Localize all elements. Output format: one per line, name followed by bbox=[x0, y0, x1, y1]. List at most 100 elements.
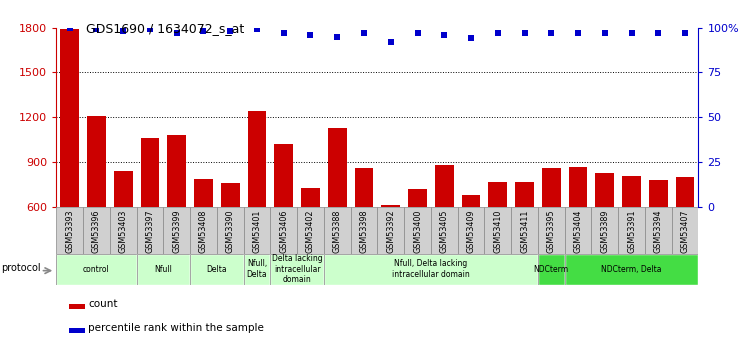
Bar bbox=[270, 207, 297, 254]
Text: GSM53404: GSM53404 bbox=[574, 209, 583, 253]
Text: GSM53397: GSM53397 bbox=[146, 209, 155, 253]
Point bbox=[599, 30, 611, 36]
Text: GSM53403: GSM53403 bbox=[119, 209, 128, 253]
Text: GSM53389: GSM53389 bbox=[600, 209, 609, 253]
Bar bbox=[243, 207, 270, 254]
Bar bbox=[382, 205, 400, 297]
Bar bbox=[565, 254, 698, 285]
Text: count: count bbox=[89, 299, 118, 309]
Bar bbox=[565, 254, 698, 285]
Bar bbox=[270, 254, 324, 285]
Text: GSM53408: GSM53408 bbox=[199, 209, 208, 253]
Text: NDCterm: NDCterm bbox=[534, 265, 569, 274]
Bar bbox=[592, 207, 618, 254]
Bar bbox=[645, 207, 671, 254]
Point bbox=[198, 28, 210, 34]
Point bbox=[439, 32, 451, 38]
Bar bbox=[110, 207, 137, 254]
Text: GSM53388: GSM53388 bbox=[333, 209, 342, 253]
Text: GSM53409: GSM53409 bbox=[466, 209, 475, 253]
Bar bbox=[569, 167, 587, 297]
Text: Delta lacking
intracellular
domain: Delta lacking intracellular domain bbox=[272, 254, 322, 284]
Text: GSM53396: GSM53396 bbox=[92, 209, 101, 253]
Text: NDCterm, Delta: NDCterm, Delta bbox=[602, 265, 662, 274]
Point bbox=[545, 30, 557, 36]
Bar bbox=[404, 207, 431, 254]
Text: GSM53399: GSM53399 bbox=[172, 209, 181, 253]
Text: Nfull: Nfull bbox=[155, 265, 172, 274]
Bar bbox=[328, 128, 347, 297]
Point bbox=[278, 30, 290, 36]
Bar bbox=[354, 168, 373, 297]
Bar bbox=[167, 135, 186, 297]
Bar bbox=[56, 207, 83, 254]
Bar bbox=[190, 254, 243, 285]
Point bbox=[653, 30, 665, 36]
Bar bbox=[377, 207, 404, 254]
Bar bbox=[538, 254, 565, 285]
Point bbox=[358, 30, 370, 36]
Point bbox=[117, 28, 129, 34]
Bar bbox=[324, 207, 351, 254]
Point bbox=[572, 30, 584, 36]
Bar bbox=[596, 172, 614, 297]
Text: GSM53411: GSM53411 bbox=[520, 209, 529, 253]
Bar bbox=[408, 189, 427, 297]
Text: GSM53395: GSM53395 bbox=[547, 209, 556, 253]
Bar bbox=[462, 195, 481, 297]
Point bbox=[144, 27, 156, 32]
Bar bbox=[140, 138, 159, 297]
Point bbox=[412, 30, 424, 36]
Bar bbox=[221, 183, 240, 297]
Bar bbox=[137, 254, 190, 285]
Point bbox=[465, 36, 477, 41]
Text: GSM53391: GSM53391 bbox=[627, 209, 636, 253]
Bar bbox=[622, 176, 641, 297]
Text: GSM53407: GSM53407 bbox=[680, 209, 689, 253]
Bar bbox=[431, 207, 457, 254]
Text: GSM53402: GSM53402 bbox=[306, 209, 315, 253]
Bar bbox=[484, 207, 511, 254]
Bar bbox=[457, 207, 484, 254]
Bar bbox=[60, 29, 79, 297]
Text: Delta: Delta bbox=[207, 265, 227, 274]
Bar bbox=[69, 328, 85, 333]
Point bbox=[518, 30, 530, 36]
Bar bbox=[190, 207, 217, 254]
Bar bbox=[542, 168, 561, 297]
Point bbox=[225, 28, 237, 34]
Point bbox=[90, 27, 102, 32]
Bar bbox=[137, 207, 163, 254]
Bar bbox=[324, 254, 538, 285]
Text: GSM53401: GSM53401 bbox=[252, 209, 261, 253]
Bar bbox=[163, 207, 190, 254]
Bar bbox=[301, 188, 320, 297]
Point bbox=[251, 27, 263, 32]
Text: GSM53390: GSM53390 bbox=[226, 209, 235, 253]
Bar bbox=[435, 165, 454, 297]
Text: GSM53394: GSM53394 bbox=[654, 209, 663, 253]
Bar bbox=[297, 207, 324, 254]
Bar bbox=[488, 181, 507, 297]
Text: GSM53405: GSM53405 bbox=[440, 209, 449, 253]
Text: control: control bbox=[83, 265, 110, 274]
Bar bbox=[87, 116, 106, 297]
Text: GDS1690 / 1634072_s_at: GDS1690 / 1634072_s_at bbox=[86, 22, 245, 36]
Point bbox=[170, 30, 182, 36]
Bar bbox=[538, 207, 565, 254]
Text: GSM53400: GSM53400 bbox=[413, 209, 422, 253]
Bar bbox=[114, 171, 133, 297]
Text: GSM53398: GSM53398 bbox=[360, 209, 369, 253]
Bar bbox=[56, 254, 137, 285]
Bar bbox=[190, 254, 243, 285]
Point bbox=[64, 25, 76, 30]
Bar bbox=[243, 254, 270, 285]
Bar bbox=[274, 144, 293, 297]
Point bbox=[331, 34, 343, 39]
Point bbox=[492, 30, 504, 36]
Text: GSM53406: GSM53406 bbox=[279, 209, 288, 253]
Point bbox=[626, 30, 638, 36]
Text: Nfull,
Delta: Nfull, Delta bbox=[246, 259, 267, 279]
Point bbox=[679, 30, 691, 36]
Text: Nfull, Delta lacking
intracellular domain: Nfull, Delta lacking intracellular domai… bbox=[392, 259, 470, 279]
